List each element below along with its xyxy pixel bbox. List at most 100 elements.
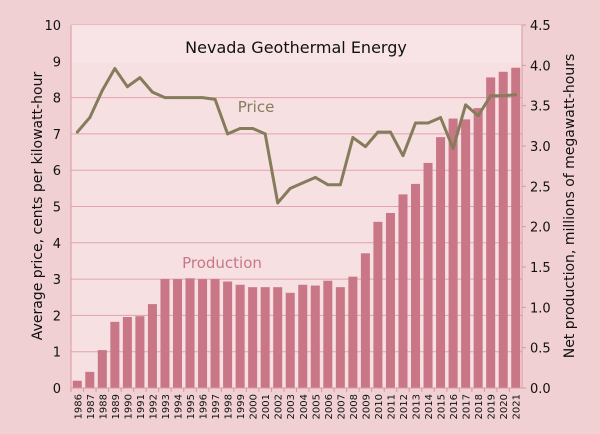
price-point-1993 bbox=[163, 96, 167, 99]
title-band bbox=[71, 25, 522, 63]
bar-production-2009 bbox=[360, 253, 370, 388]
y-right-tick-label: 4.5 bbox=[530, 19, 551, 34]
x-tick-label: 1990 bbox=[123, 394, 134, 419]
price-point-1989 bbox=[113, 67, 117, 70]
price-point-1988 bbox=[100, 88, 104, 92]
x-tick-label: 2019 bbox=[487, 394, 498, 419]
x-tick-label: 2009 bbox=[361, 394, 372, 419]
series-label-production: Production bbox=[182, 254, 262, 272]
price-point-2012 bbox=[401, 154, 405, 158]
y-left-tick-label: 7 bbox=[53, 128, 61, 143]
y-left-tick-label: 9 bbox=[53, 55, 61, 70]
price-point-2002 bbox=[276, 201, 280, 205]
bar-production-1997 bbox=[210, 279, 220, 388]
x-tick-label: 1995 bbox=[186, 394, 197, 419]
y-right-tick-label: 0.5 bbox=[530, 342, 551, 357]
price-point-2016 bbox=[451, 147, 455, 150]
price-point-2005 bbox=[313, 176, 317, 179]
y-left-tick-label: 8 bbox=[53, 92, 61, 107]
bar-production-1986 bbox=[72, 380, 82, 388]
bar-production-2010 bbox=[373, 221, 383, 388]
x-tick-label: 1994 bbox=[173, 394, 184, 419]
y-right-tick-label: 1.5 bbox=[530, 261, 551, 276]
bar-production-1995 bbox=[185, 278, 195, 388]
bar-production-1999 bbox=[235, 284, 245, 388]
y-right-tick-label: 2.0 bbox=[530, 221, 551, 236]
y-left-tick-label: 1 bbox=[53, 346, 61, 361]
price-point-1991 bbox=[138, 76, 142, 80]
bar-production-1992 bbox=[147, 304, 157, 388]
y-right-tick-label: 2.5 bbox=[530, 180, 551, 195]
bar-production-1987 bbox=[85, 371, 95, 388]
price-line bbox=[76, 67, 516, 205]
x-tick-label: 1989 bbox=[111, 394, 122, 419]
bar-production-2007 bbox=[335, 287, 345, 388]
bar-production-2011 bbox=[385, 212, 395, 388]
x-tick-label: 1988 bbox=[98, 394, 109, 419]
y-left-tick-label: 4 bbox=[53, 237, 61, 252]
x-tick-label: 2001 bbox=[261, 394, 272, 419]
x-tick-label: 2020 bbox=[499, 394, 510, 419]
bar-production-2016 bbox=[448, 118, 458, 388]
bar-production-2018 bbox=[473, 108, 483, 388]
x-tick-label: 2007 bbox=[336, 394, 347, 419]
bar-production-2020 bbox=[498, 71, 508, 388]
price-point-2006 bbox=[326, 183, 330, 187]
price-point-2017 bbox=[464, 103, 468, 107]
x-tick-label: 2012 bbox=[399, 394, 410, 419]
x-tick-label: 2014 bbox=[424, 394, 435, 419]
price-point-1997 bbox=[213, 98, 217, 101]
price-point-2011 bbox=[389, 130, 392, 134]
price-point-2014 bbox=[426, 121, 430, 125]
y-left-tick-label: 10 bbox=[44, 19, 61, 34]
x-tick-label: 1998 bbox=[224, 394, 235, 419]
x-tick-label: 2015 bbox=[437, 394, 448, 419]
bar-production-1990 bbox=[122, 317, 132, 388]
x-tick-label: 2016 bbox=[449, 394, 460, 419]
y-left-tick-label: 6 bbox=[53, 164, 61, 179]
y-left-tick-label: 5 bbox=[53, 201, 61, 216]
y-left-tick-label: 3 bbox=[53, 273, 61, 288]
x-tick-label: 1997 bbox=[211, 394, 222, 419]
bar-production-1998 bbox=[223, 281, 233, 388]
price-point-2013 bbox=[414, 121, 417, 125]
price-point-1994 bbox=[176, 96, 179, 99]
price-point-2007 bbox=[338, 183, 342, 187]
bar-production-2021 bbox=[511, 67, 521, 389]
y-right-tick-label: 0.0 bbox=[530, 382, 551, 397]
bar-production-2015 bbox=[436, 137, 446, 388]
x-tick-label: 2011 bbox=[386, 394, 397, 419]
price-point-2021 bbox=[514, 93, 518, 97]
price-point-2018 bbox=[476, 114, 480, 118]
x-tick-label: 1999 bbox=[236, 394, 247, 419]
x-tick-label: 2006 bbox=[324, 394, 335, 419]
price-point-2001 bbox=[263, 132, 267, 136]
x-tick-label: 2003 bbox=[286, 394, 297, 419]
bar-production-2012 bbox=[398, 194, 408, 388]
x-tick-label: 2021 bbox=[512, 394, 523, 419]
price-point-1996 bbox=[201, 96, 204, 99]
bar-production-2013 bbox=[411, 183, 421, 388]
bar-production-1993 bbox=[160, 279, 170, 388]
price-point-2008 bbox=[351, 136, 355, 139]
bar-production-2005 bbox=[310, 285, 320, 388]
bar-production-2008 bbox=[348, 276, 358, 388]
x-tick-label: 1996 bbox=[199, 394, 210, 419]
bar-production-2017 bbox=[461, 119, 471, 388]
x-tick-label: 2013 bbox=[412, 394, 423, 419]
price-point-2019 bbox=[489, 94, 493, 98]
bar-production-2000 bbox=[248, 287, 258, 388]
x-tick-label: 2010 bbox=[374, 394, 385, 419]
x-tick-label: 1993 bbox=[161, 394, 172, 419]
bar-production-2019 bbox=[486, 77, 496, 388]
x-tick-label: 2008 bbox=[349, 394, 360, 419]
bar-production-2003 bbox=[285, 292, 295, 388]
chart-title: Nevada Geothermal Energy bbox=[185, 38, 407, 57]
bar-production-2006 bbox=[323, 280, 333, 388]
x-tick-label: 1992 bbox=[148, 394, 159, 419]
price-point-2004 bbox=[301, 181, 305, 185]
y-axis-left-label: Average price, cents per kilowatt-hour bbox=[30, 72, 46, 341]
price-point-2020 bbox=[501, 94, 505, 98]
price-point-1987 bbox=[88, 116, 92, 119]
